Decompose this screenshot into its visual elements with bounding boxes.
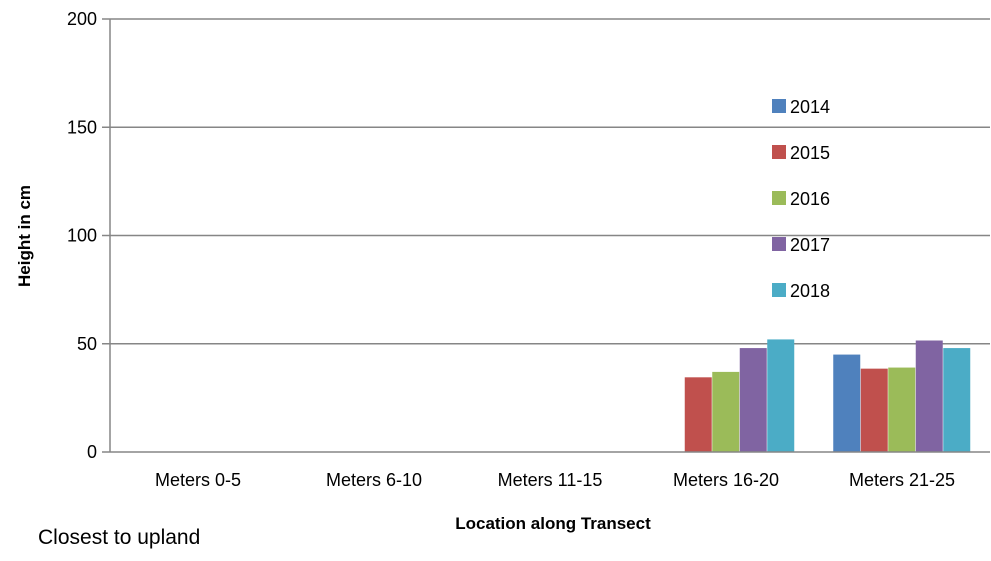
y-tick-label: 150 — [67, 117, 97, 137]
bar-2014 — [833, 354, 861, 452]
legend: 2014 2015 2016 2017 2018 — [772, 97, 830, 301]
bar-2015 — [860, 368, 888, 452]
bar-2016 — [712, 371, 740, 452]
y-tick-labels: 0 50 100 150 200 — [67, 9, 97, 462]
bar-2017 — [739, 348, 767, 452]
bar-2018 — [943, 348, 971, 452]
legend-swatch — [772, 145, 786, 159]
x-tick-label: Meters 11-15 — [498, 470, 603, 490]
legend-swatch — [772, 237, 786, 251]
x-tick-label: Meters 16-20 — [673, 470, 779, 490]
legend-label: 2017 — [790, 235, 830, 255]
legend-swatch — [772, 191, 786, 205]
gridlines — [102, 18, 990, 453]
bars — [684, 339, 971, 452]
legend-swatch — [772, 283, 786, 297]
x-tick-label: Meters 0-5 — [155, 470, 241, 490]
upland-note: Closest to upland — [38, 526, 201, 549]
legend-label: 2014 — [790, 97, 830, 117]
legend-label: 2016 — [790, 189, 830, 209]
bar-2018 — [767, 339, 795, 452]
axes — [109, 19, 990, 453]
y-axis-title: Height in cm — [15, 185, 34, 287]
x-axis-title: Location along Transect — [455, 514, 651, 533]
y-tick-label: 50 — [77, 334, 97, 354]
y-tick-label: 100 — [67, 226, 97, 246]
y-tick-label: 200 — [67, 9, 97, 29]
legend-label: 2018 — [790, 281, 830, 301]
y-tick-label: 0 — [87, 442, 97, 462]
legend-label: 2015 — [790, 143, 830, 163]
x-tick-label: Meters 6-10 — [326, 470, 422, 490]
bar-2017 — [915, 340, 943, 452]
x-tick-labels: Meters 0-5 Meters 6-10 Meters 11-15 Meters … — [155, 470, 955, 490]
bar-2015 — [684, 377, 712, 452]
legend-swatch — [772, 99, 786, 113]
bar-2016 — [888, 367, 916, 452]
x-tick-label: Meters 21-25 — [849, 470, 955, 490]
